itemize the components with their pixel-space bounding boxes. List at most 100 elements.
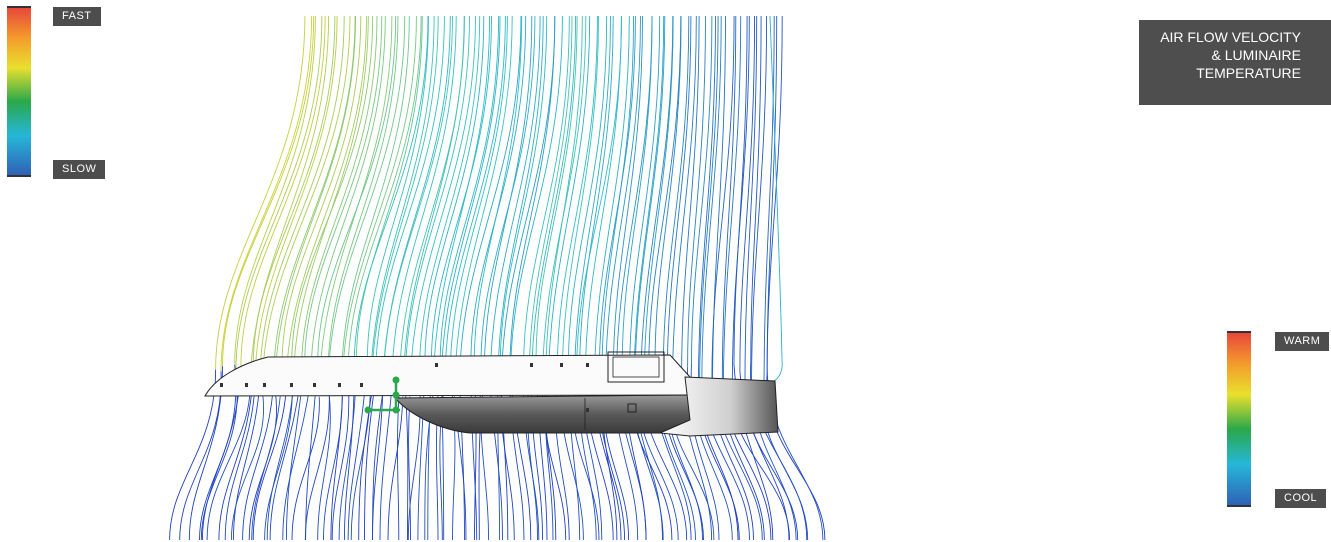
streamline-upper — [699, 15, 719, 395]
streamline-upper — [523, 15, 570, 370]
streamline-lower — [269, 371, 302, 541]
streamline-lower — [224, 385, 256, 541]
streamline-lower — [387, 397, 404, 541]
streamline-upper — [285, 15, 367, 392]
streamline-upper — [751, 15, 768, 390]
streamline-upper — [711, 15, 735, 382]
streamline-upper — [497, 15, 544, 385]
streamline-upper — [480, 15, 536, 365]
streamline-upper — [449, 15, 508, 378]
streamline-upper — [374, 15, 445, 381]
diagram-title: AIR FLOW VELOCITY & LUMINAIRE TEMPERATUR… — [1139, 20, 1331, 105]
streamline-lower — [242, 382, 274, 541]
streamline-upper — [721, 15, 737, 385]
title-line-1: AIR FLOW VELOCITY — [1160, 29, 1301, 45]
streamline-upper — [249, 15, 330, 396]
streamline-upper — [441, 15, 501, 383]
streamline-upper — [556, 15, 598, 371]
streamline-upper — [369, 15, 435, 397]
streamline-upper — [535, 15, 578, 361]
luminaire-housing — [204, 351, 779, 437]
streamline-upper — [621, 15, 653, 366]
streamline-upper — [327, 15, 399, 376]
streamline-upper — [382, 15, 453, 390]
streamline-upper — [222, 15, 315, 367]
streamline-lower — [200, 371, 238, 541]
streamline-upper — [763, 15, 775, 389]
streamline-upper — [347, 15, 422, 376]
streamline-upper — [612, 15, 643, 381]
streamline-lower — [230, 390, 264, 541]
streamline-lower — [291, 397, 320, 541]
temperature-warm-label: WARM — [1275, 332, 1330, 351]
streamline-upper — [353, 15, 429, 367]
flow-arrow-icon — [364, 376, 400, 414]
streamline-upper — [310, 15, 386, 380]
streamline-upper — [681, 15, 700, 377]
streamline-upper — [662, 15, 690, 375]
title-line-3: TEMPERATURE — [1196, 65, 1301, 81]
streamline-upper — [291, 15, 374, 361]
streamline-upper — [601, 15, 635, 379]
streamline-lower — [282, 379, 312, 541]
streamline-upper — [648, 15, 682, 367]
streamline-upper — [567, 15, 608, 366]
streamline-upper — [722, 15, 742, 398]
velocity-slow-label: SLOW — [53, 160, 106, 179]
streamline-lower — [179, 371, 222, 541]
streamline-upper — [766, 15, 783, 368]
streamline-upper — [744, 15, 758, 382]
streamline-lower — [252, 391, 287, 541]
streamline-upper — [304, 15, 383, 366]
streamline-lower — [232, 377, 261, 541]
streamline-upper — [759, 15, 783, 386]
streamline-upper — [341, 15, 410, 377]
streamline-upper — [252, 15, 336, 366]
streamline-upper — [355, 15, 423, 363]
streamline-upper — [687, 15, 706, 368]
streamline-upper — [701, 15, 722, 389]
streamline-upper — [499, 15, 548, 370]
velocity-color-scale — [7, 6, 31, 177]
streamline-upper — [739, 15, 756, 372]
streamline-upper — [370, 15, 439, 396]
streamline-upper — [235, 15, 323, 372]
streamline-lower — [323, 376, 343, 541]
streamlines-group — [169, 15, 826, 541]
temperature-color-scale — [1227, 331, 1251, 507]
streamline-upper — [470, 15, 527, 363]
streamline-lower — [331, 375, 350, 541]
streamline-upper — [633, 15, 665, 400]
streamline-upper — [697, 15, 716, 398]
streamline-lower — [206, 395, 251, 541]
streamline-upper — [691, 15, 713, 364]
streamline-upper — [634, 15, 666, 396]
streamline-upper — [261, 15, 351, 391]
streamline-upper — [234, 15, 316, 365]
streamline-lower — [266, 386, 294, 541]
streamline-upper — [528, 15, 573, 376]
streamline-upper — [399, 15, 465, 384]
streamline-upper — [561, 15, 599, 388]
title-line-2: & LUMINAIRE — [1211, 47, 1301, 63]
streamline-upper — [489, 15, 541, 387]
streamline-lower — [522, 369, 540, 541]
streamline-upper — [274, 15, 357, 390]
streamline-upper — [573, 15, 611, 396]
streamline-upper — [593, 15, 630, 390]
streamline-upper — [366, 15, 429, 362]
streamline-upper — [432, 15, 491, 395]
streamline-upper — [483, 15, 533, 375]
streamline-upper — [733, 15, 748, 366]
velocity-fast-label: FAST — [53, 7, 101, 26]
streamline-upper — [342, 15, 417, 386]
streamline-upper — [220, 15, 313, 372]
streamline-lower — [364, 380, 376, 541]
streamline-upper — [409, 15, 476, 399]
streamline-upper — [547, 15, 591, 400]
temperature-cool-label: COOL — [1275, 489, 1327, 508]
streamline-upper — [240, 15, 326, 367]
streamline-lower — [408, 398, 411, 541]
streamline-upper — [453, 15, 513, 400]
